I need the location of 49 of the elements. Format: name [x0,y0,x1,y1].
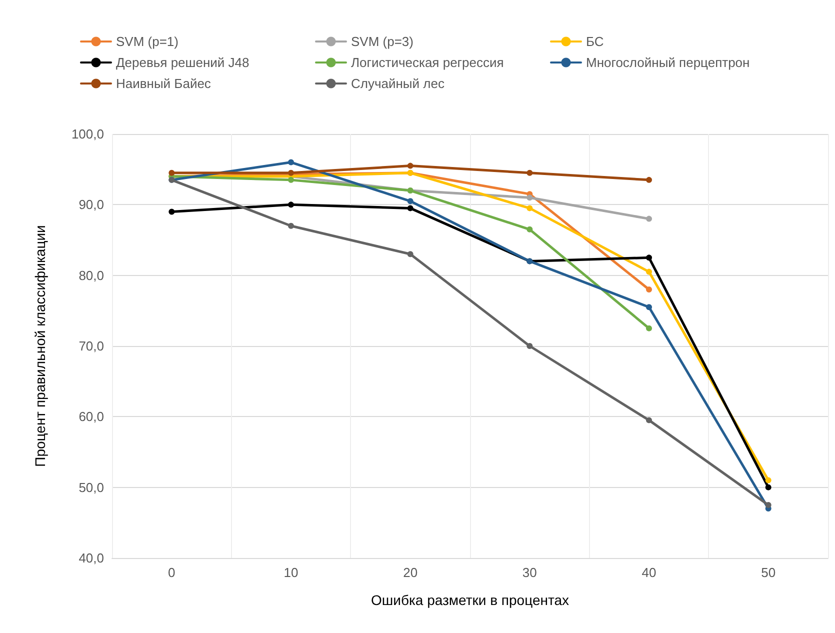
point [168,208,175,215]
point [646,176,652,183]
point [526,205,533,212]
point [288,202,294,208]
x-tick-label: 40 [642,565,656,580]
x-tick-label: 20 [403,565,418,580]
y-tick-label: 50,0 [78,480,104,495]
point [407,198,414,204]
x-axis-title: Ошибка разметки в процентах [371,592,569,608]
x-tick-label: 10 [284,565,298,580]
legend-label: Наивный Байес [116,76,212,91]
point [646,304,652,310]
point [407,205,414,212]
x-tick-label: 30 [522,565,537,580]
y-tick-label: 100,0 [71,126,104,142]
point [646,216,652,222]
point [288,159,294,166]
point [288,176,294,183]
y-tick-label: 40,0 [78,550,104,566]
point [646,325,652,332]
point [288,222,294,229]
point [407,251,414,258]
point [168,170,175,176]
point [526,194,533,201]
point [765,477,772,484]
legend-label: БС [586,34,604,49]
y-tick-label: 70,0 [78,338,104,354]
x-tick-label: 50 [761,565,776,580]
legend-label: Деревья решений J48 [116,55,250,70]
point [526,226,533,232]
legend-label: SVM (p=3) [351,34,414,49]
legend-label: Случайный лес [351,76,445,91]
legend-label: Многослойный перцептрон [586,55,750,70]
point [646,417,652,424]
point [526,170,533,176]
y-tick-label: 60,0 [78,409,104,424]
y-tick-label: 80,0 [78,268,104,283]
point [765,502,772,508]
point [407,162,414,169]
point [646,286,652,292]
legend-label: SVM (p=1) [116,34,178,49]
point [765,484,772,490]
x-tick-label: 0 [168,565,176,580]
y-axis-title: Процент правильной классификации [32,225,48,467]
point [526,343,533,349]
point [646,268,652,275]
point [646,254,652,261]
legend-label: Логистическая регрессия [351,55,504,70]
y-tick-label: 90,0 [78,197,104,212]
